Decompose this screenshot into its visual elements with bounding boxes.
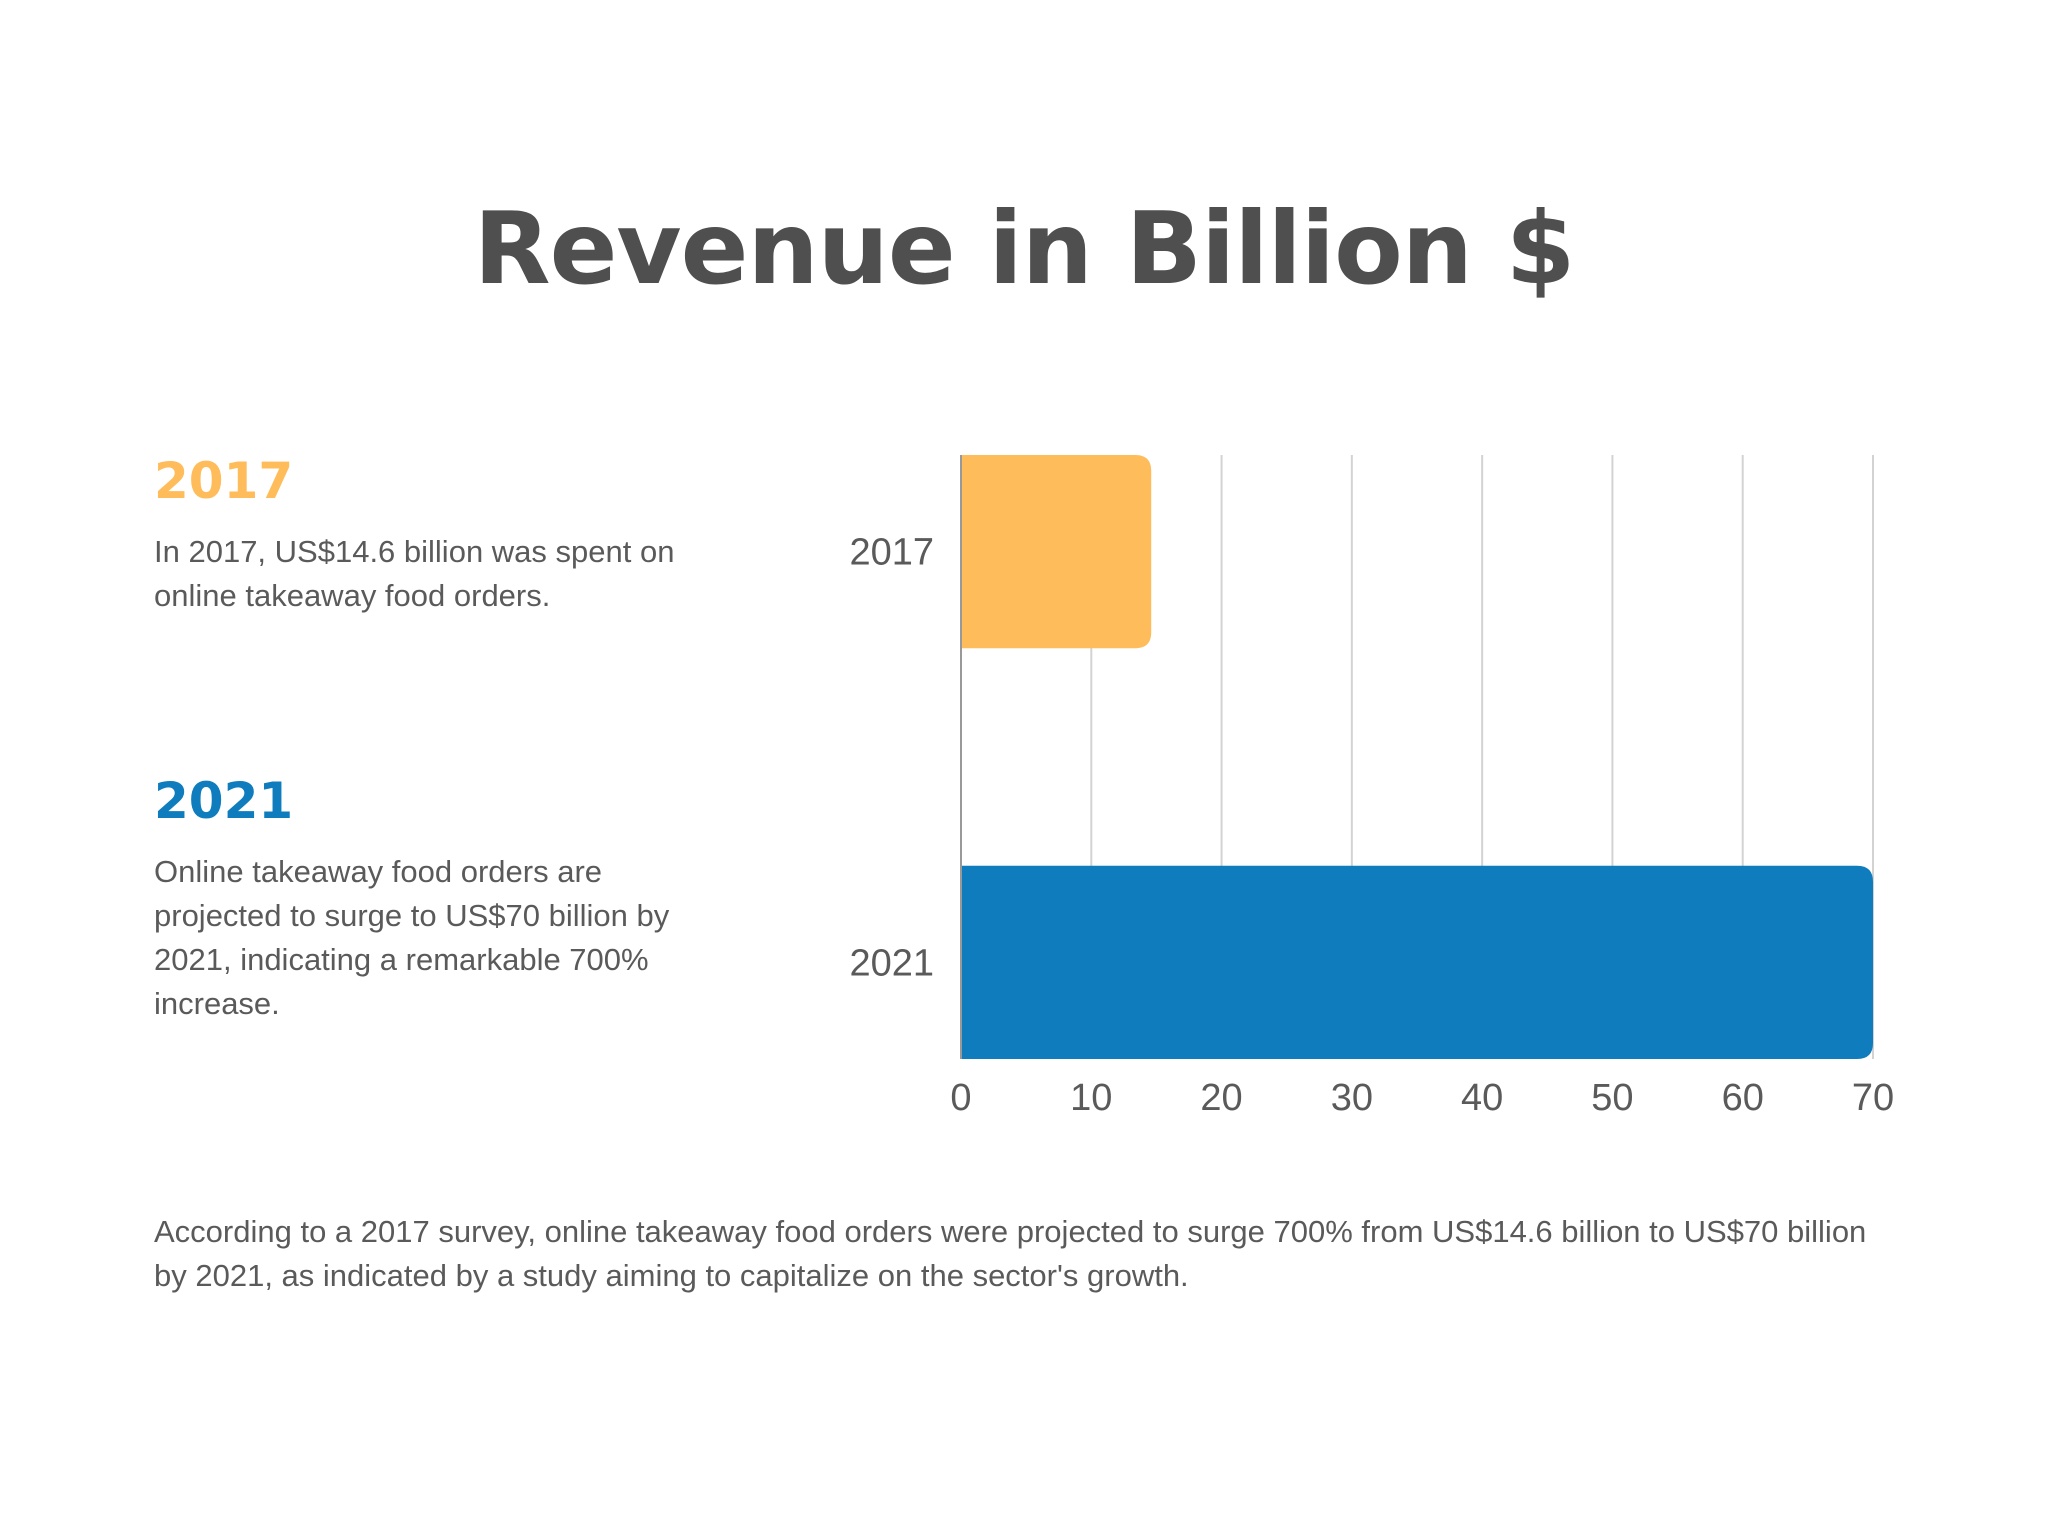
- x-tick-label: 0: [950, 1077, 971, 1119]
- y-tick-label: 2017: [849, 532, 934, 574]
- y-tick-label: 2021: [849, 942, 934, 984]
- x-tick-label: 60: [1722, 1077, 1764, 1119]
- x-tick-label: 50: [1591, 1077, 1633, 1119]
- x-tick-label: 70: [1852, 1077, 1894, 1119]
- section-heading-2021: 2021: [154, 772, 294, 830]
- x-tick-label: 40: [1461, 1077, 1503, 1119]
- section-text-2021: Online takeaway food orders are projecte…: [154, 854, 670, 1021]
- bar-2017: [961, 455, 1152, 649]
- section-text-2017: In 2017, US$14.6 billion was spent on on…: [154, 534, 675, 613]
- x-tick-label: 30: [1331, 1077, 1373, 1119]
- bar-2021: [961, 865, 1873, 1059]
- footer-note: According to a 2017 survey, online takea…: [154, 1214, 1867, 1293]
- x-tick-label: 10: [1070, 1077, 1112, 1119]
- chart-title: Revenue in Billion $: [473, 190, 1576, 307]
- x-tick-label: 20: [1200, 1077, 1242, 1119]
- section-heading-2017: 2017: [154, 452, 294, 510]
